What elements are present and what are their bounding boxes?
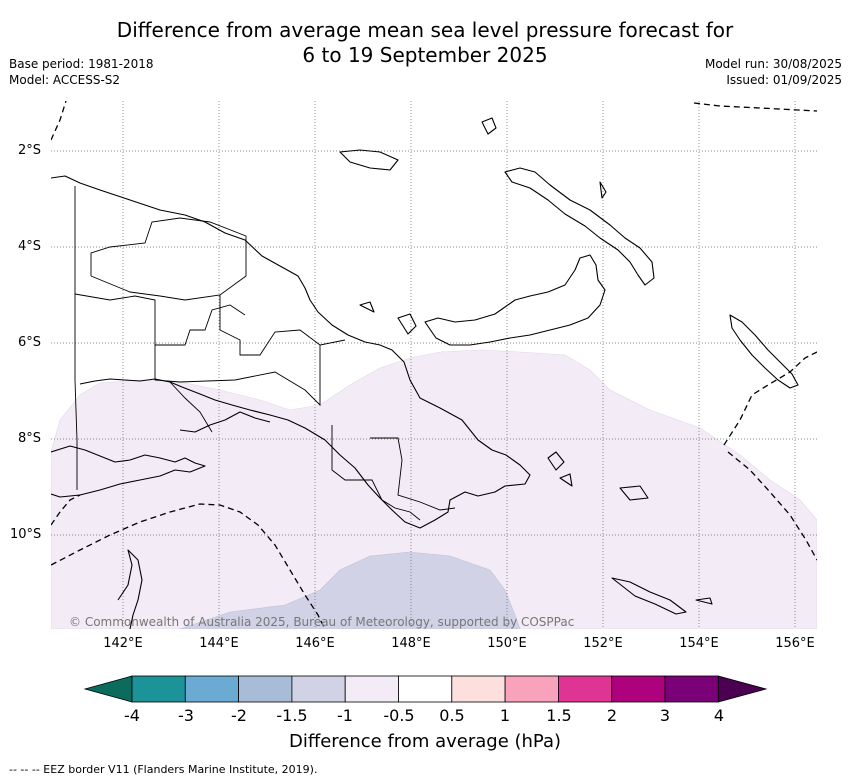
eez-south-east (727, 451, 817, 561)
issued-date: Issued: 01/09/2025 (726, 73, 842, 87)
southern-coast-inlets (179, 411, 271, 433)
title-line-2: 6 to 19 September 2025 (302, 43, 548, 67)
d-entrecasteaux-islands (547, 451, 649, 501)
colorbar-bin (238, 675, 293, 703)
colorbar-bin (291, 675, 346, 703)
lon-label-152e: 152°E (583, 636, 623, 651)
new-britain-coast (424, 254, 606, 346)
bismarck-islands (359, 117, 607, 335)
colorbar-tick: 3 (659, 706, 671, 725)
colorbar-tick: 4 (713, 706, 725, 725)
map-title: Difference from average mean sea level p… (0, 18, 850, 68)
colorbar-extend-high (717, 675, 768, 703)
colorbar-tick: -1 (337, 706, 353, 725)
torres-strait-coast (51, 445, 206, 498)
lon-label-150e: 150°E (487, 636, 527, 651)
colorbar-bin (184, 675, 240, 703)
lon-label-156e: 156°E (775, 636, 815, 651)
title-line-1: Difference from average mean sea level p… (116, 18, 734, 42)
eez-north-east (693, 102, 817, 112)
model-run: Model run: 30/08/2025 (704, 57, 842, 71)
colorbar-label: Difference from average (hPa) (288, 731, 562, 752)
gridlines (51, 101, 817, 629)
colorbar-tick: -0.5 (383, 706, 415, 725)
eez-footnote: -- -- -- EEZ border V11 (Flanders Marine… (9, 763, 318, 776)
colorbar-bin (451, 675, 506, 703)
base-period-info: Base period: 1981-2018 Model: ACCESS-S2 (9, 56, 154, 88)
new-guinea-coast (51, 175, 531, 529)
colorbar-bin (664, 675, 719, 703)
colorbar-tick: -3 (178, 706, 194, 725)
colorbar-tick: 1.5 (546, 706, 572, 725)
lat-label-6s: 6°S (18, 335, 42, 350)
colorbar-bin (611, 675, 666, 703)
colorbar-tick: -4 (124, 706, 140, 725)
borders (74, 186, 456, 521)
colorbar-bin (344, 675, 399, 703)
colorbar-tick: 0.5 (439, 706, 465, 725)
base-period: Base period: 1981-2018 (9, 57, 154, 71)
colorbar (83, 675, 768, 703)
png-indonesia-border (74, 186, 78, 490)
colorbar-bin (504, 675, 559, 703)
anomaly-blue-region (179, 551, 521, 629)
lat-label-2s: 2°S (18, 143, 42, 158)
colorbar-bin (131, 675, 186, 703)
cape-york-coast (117, 549, 143, 629)
eez-north-west (51, 101, 67, 141)
lat-label-10s: 10°S (10, 527, 42, 542)
colorbar-bin (398, 675, 453, 703)
lat-label-8s: 8°S (18, 431, 42, 446)
model-name: Model: ACCESS-S2 (9, 73, 121, 87)
colorbar-extend-low (83, 675, 133, 703)
lon-label-142e: 142°E (103, 636, 143, 651)
eez-south-west (51, 503, 326, 629)
bougainville-coast (729, 314, 799, 389)
eez-west-lower (51, 494, 81, 526)
copyright-notice: © Commonwealth of Australia 2025, Bureau… (69, 615, 575, 629)
new-ireland-coast (504, 167, 655, 286)
colorbar-tick: 2 (606, 706, 618, 725)
eez-east (723, 351, 817, 446)
louisiade-archipelago (611, 577, 713, 615)
province-boundaries (74, 217, 456, 521)
colorbar-tick: -1.5 (276, 706, 308, 725)
lon-label-144e: 144°E (199, 636, 239, 651)
lat-label-4s: 4°S (18, 239, 42, 254)
model-run-info: Model run: 30/08/2025 Issued: 01/09/2025 (705, 56, 842, 88)
lon-label-154e: 154°E (679, 636, 719, 651)
anomaly-light-region (51, 349, 817, 629)
lon-label-148e: 148°E (391, 636, 431, 651)
colorbar-bin (558, 675, 613, 703)
manus-coast (339, 149, 399, 171)
lon-label-146e: 146°E (295, 636, 335, 651)
colorbar-tick: 1 (499, 706, 511, 725)
eez-borders (51, 101, 817, 629)
coastlines (51, 117, 799, 629)
colorbar-tick: -2 (231, 706, 247, 725)
